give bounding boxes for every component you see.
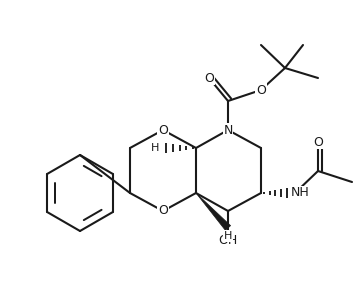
Text: OH: OH [218,234,238,247]
Text: O: O [204,71,214,84]
Text: N: N [223,124,233,137]
Text: O: O [158,124,168,137]
Text: O: O [158,204,168,217]
Text: NH: NH [291,187,309,200]
Polygon shape [196,193,230,230]
Text: H: H [224,231,232,241]
Text: H: H [151,143,159,153]
Text: O: O [313,135,323,149]
Text: O: O [256,84,266,96]
